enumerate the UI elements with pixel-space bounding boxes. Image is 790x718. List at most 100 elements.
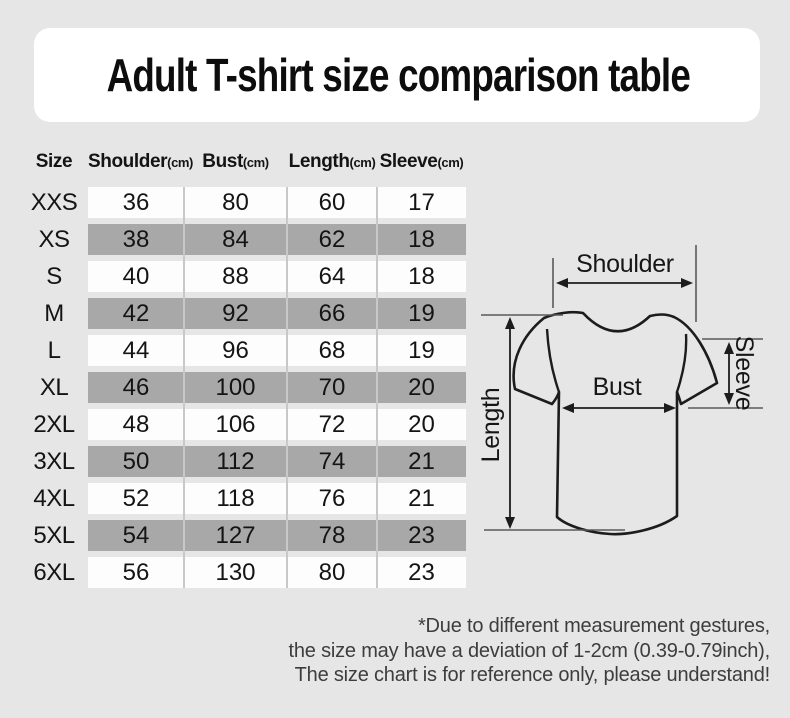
size-label-cell: L	[47, 337, 61, 364]
table-header: Size Shoulder(cm) Bust(cm) Length(cm) Sl…	[20, 146, 466, 178]
value-cell-bust: 118	[216, 485, 255, 512]
row-strip: 52 118 76 21	[88, 483, 466, 514]
value-cell-sleeve: 23	[408, 522, 435, 549]
length-arrow	[505, 317, 515, 529]
table-row: 4XL 52 118 76 21	[20, 483, 466, 514]
size-label-cell: S	[46, 263, 62, 290]
table-row: 3XL 50 112 74 21	[20, 446, 466, 477]
value-cell-sleeve: 19	[408, 337, 435, 364]
value-cell-shoulder: 42	[122, 300, 150, 327]
sleeve-dimension-label: Sleeve	[730, 335, 758, 411]
page-title: Adult T-shirt size comparison table	[106, 49, 691, 101]
value-cell-shoulder: 40	[122, 263, 150, 290]
size-label-cell: 6XL	[33, 559, 75, 586]
tshirt-outline-graphic	[512, 310, 719, 536]
value-cell-shoulder: 50	[122, 448, 150, 475]
sleeve-seam-left	[545, 328, 561, 393]
note-line: the size may have a deviation of 1-2cm (…	[288, 639, 771, 662]
dimension-ticks	[481, 245, 763, 531]
row-strip: 54 127 78 23	[88, 520, 466, 551]
shoulder-arrow	[556, 278, 693, 288]
value-cell-sleeve: 19	[408, 300, 435, 327]
value-cell-length: 66	[318, 300, 346, 327]
value-cell-sleeve: 17	[408, 189, 435, 216]
column-divider	[286, 187, 288, 588]
size-label-cell: 4XL	[33, 485, 75, 512]
size-label-cell: XS	[38, 226, 70, 253]
value-cell-length: 62	[318, 226, 346, 253]
row-strip: 38 84 62 18	[88, 224, 466, 255]
value-cell-bust: 112	[216, 448, 255, 475]
row-strip: 48 106 72 20	[88, 409, 466, 440]
disclaimer-note: *Due to different measurement gestures, …	[170, 614, 771, 688]
value-cell-sleeve: 21	[408, 448, 435, 475]
row-strip: 44 96 68 19	[88, 335, 466, 366]
column-divider	[376, 187, 378, 588]
value-cell-sleeve: 18	[408, 263, 435, 290]
size-label-cell: 2XL	[33, 411, 75, 438]
row-strip: 40 88 64 18	[88, 261, 466, 292]
column-divider	[183, 187, 185, 588]
header-cell-length: Length(cm)	[288, 151, 376, 172]
table-row: 2XL 48 106 72 20	[20, 409, 466, 440]
table-row: XXS 36 80 60 17	[20, 187, 466, 218]
sleeve-arrow	[724, 342, 734, 405]
header-cell-sleeve: Sleeve(cm)	[379, 151, 464, 172]
value-cell-length: 78	[318, 522, 346, 549]
value-cell-bust: 100	[215, 374, 256, 401]
value-cell-sleeve: 18	[408, 226, 435, 253]
value-cell-shoulder: 38	[122, 226, 150, 253]
table-row: XL 46 100 70 20	[20, 372, 466, 403]
value-cell-shoulder: 52	[122, 485, 150, 512]
tshirt-diagram	[481, 245, 763, 536]
value-cell-shoulder: 54	[122, 522, 150, 549]
size-label-cell: M	[44, 300, 64, 327]
table-row: L 44 96 68 19	[20, 335, 466, 366]
value-cell-length: 70	[318, 374, 346, 401]
value-cell-bust: 84	[222, 226, 249, 253]
value-cell-shoulder: 56	[122, 559, 150, 586]
row-strip: 46 100 70 20	[88, 372, 466, 403]
value-cell-bust: 92	[222, 300, 249, 327]
table-row: M 42 92 66 19	[20, 298, 466, 329]
header-cell-shoulder: Shoulder(cm)	[88, 151, 193, 172]
table-row: S 40 88 64 18	[20, 261, 466, 292]
value-cell-shoulder: 48	[122, 411, 150, 438]
value-cell-shoulder: 44	[122, 337, 150, 364]
size-label-cell: 5XL	[33, 522, 75, 549]
value-cell-length: 80	[318, 559, 346, 586]
value-cell-bust: 96	[222, 337, 249, 364]
row-strip: 56 130 80 23	[88, 557, 466, 588]
value-cell-shoulder: 36	[122, 189, 150, 216]
row-strip: 50 112 74 21	[88, 446, 466, 477]
value-cell-bust: 88	[222, 263, 249, 290]
value-cell-bust: 106	[215, 411, 256, 438]
row-strip: 42 92 66 19	[88, 298, 466, 329]
note-line: The size chart is for reference only, pl…	[294, 664, 771, 686]
table-row: XS 38 84 62 18	[20, 224, 466, 255]
bust-arrow	[562, 403, 676, 413]
value-cell-bust: 130	[215, 559, 256, 586]
length-dimension-label: Length	[477, 387, 505, 463]
value-cell-sleeve: 20	[408, 374, 435, 401]
note-line: *Due to different measurement gestures,	[417, 615, 770, 637]
header-cell-size: Size	[35, 151, 73, 172]
value-cell-sleeve: 20	[408, 411, 435, 438]
header-cell-bust: Bust(cm)	[202, 151, 269, 172]
size-label-cell: XL	[39, 374, 69, 401]
table-body: XXS 36 80 60 17 XS 38 84 62 18 S 40 88	[20, 187, 466, 594]
value-cell-sleeve: 23	[408, 559, 435, 586]
value-cell-length: 72	[318, 411, 346, 438]
title-card: Adult T-shirt size comparison table	[34, 28, 760, 122]
value-cell-sleeve: 21	[408, 485, 435, 512]
table-row: 6XL 56 130 80 23	[20, 557, 466, 588]
value-cell-length: 74	[318, 448, 346, 475]
shoulder-dimension-label: Shoulder	[576, 250, 674, 278]
sleeve-seam-right	[675, 333, 688, 393]
value-cell-length: 68	[318, 337, 346, 364]
value-cell-length: 64	[318, 263, 346, 290]
value-cell-shoulder: 46	[122, 374, 150, 401]
size-label-cell: XXS	[30, 189, 78, 216]
value-cell-length: 60	[318, 189, 346, 216]
